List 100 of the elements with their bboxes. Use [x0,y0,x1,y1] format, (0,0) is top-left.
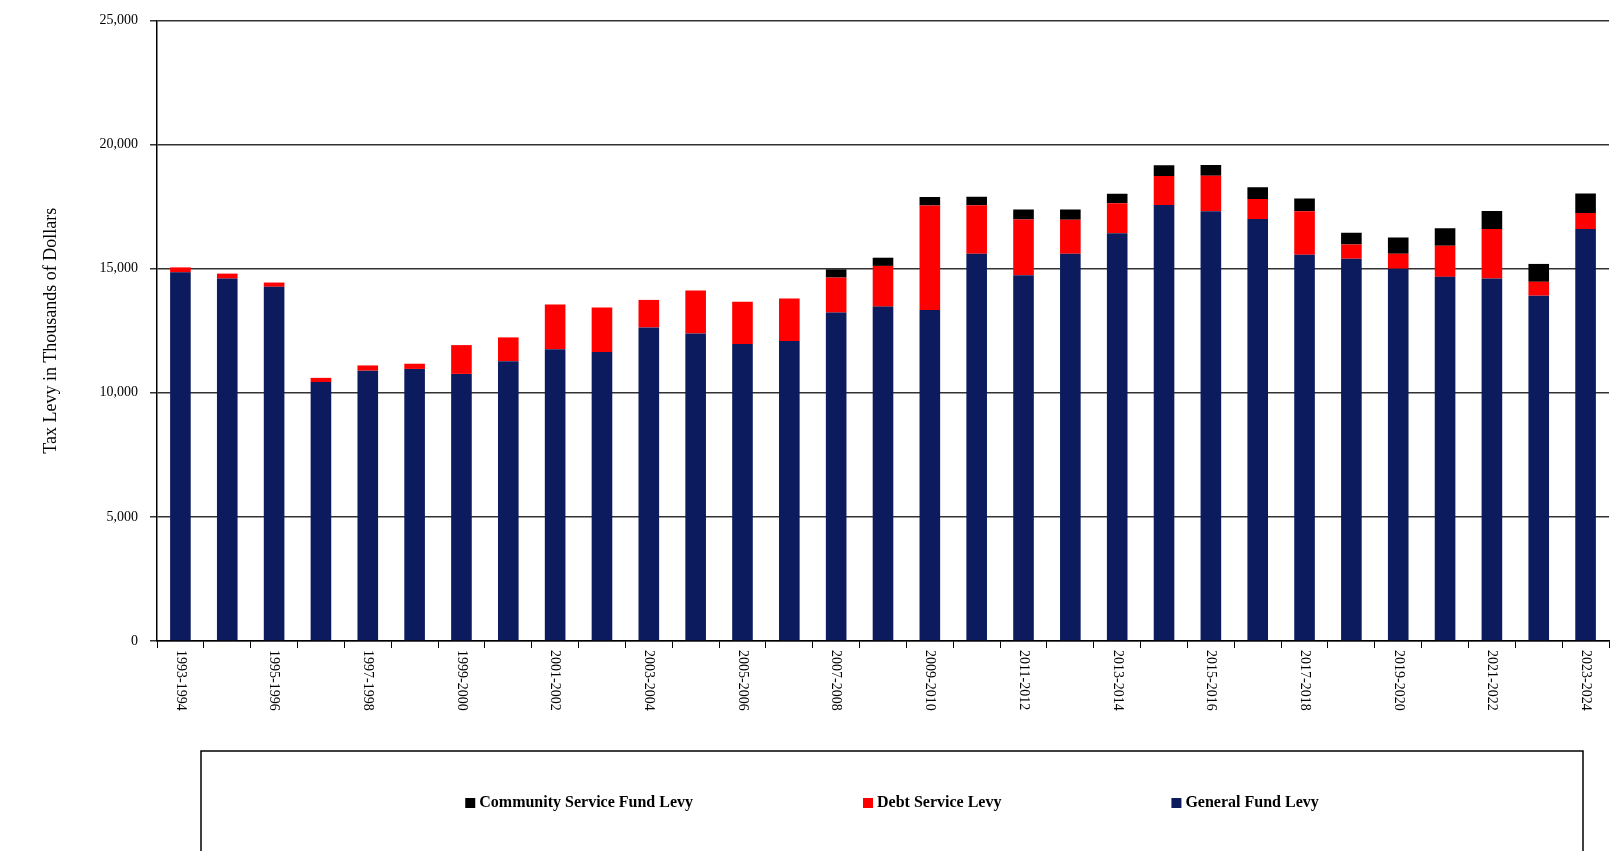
bar [1247,218,1269,641]
bar [966,205,987,254]
y-tick-label: 15,000 [99,260,138,276]
bar [1434,245,1456,277]
bar [825,312,847,641]
bar [310,382,332,641]
bar [872,257,894,266]
bar [1528,295,1550,641]
bar [919,310,941,641]
bar [1481,211,1503,229]
y-tick-label: 0 [131,632,138,648]
bar [1060,253,1081,641]
bar [825,277,847,313]
bar [1200,175,1222,212]
bar [872,265,894,307]
x-tick-label: 2007-2008 [829,650,845,711]
x-tick-label: 2003-2004 [642,650,658,711]
x-tick-label: 2013-2014 [1110,650,1126,711]
bar [1575,193,1596,214]
y-tick-label: 10,000 [99,384,138,400]
x-tick-label: 2023-2024 [1578,650,1594,711]
legend-label: General Fund Levy [1185,793,1319,812]
bar [1106,193,1128,204]
x-tick-label: 2015-2016 [1204,650,1220,711]
bar [685,290,706,334]
bar [451,345,472,374]
bar [497,361,519,641]
bar [1200,211,1222,641]
bar [1387,253,1409,269]
bar [497,337,519,362]
bar [451,373,472,641]
bar [404,363,425,369]
bar [638,327,660,641]
bar [1387,237,1409,254]
x-tick-label: 2005-2006 [735,650,751,711]
bar [591,352,613,641]
bar [1060,209,1081,220]
bar [872,306,894,641]
bar [1153,176,1175,206]
y-tick-label: 20,000 [99,136,138,152]
bar [1294,254,1315,641]
bar [1528,263,1550,282]
bar [1247,187,1269,199]
x-tick-label: 2021-2022 [1485,650,1501,711]
bar [1013,209,1034,220]
bar [1341,244,1362,259]
bar [1060,219,1081,254]
bar [966,253,987,641]
bar [779,298,800,341]
bar [591,307,613,353]
bar [1153,205,1175,641]
bar [263,282,285,287]
bar [1106,233,1128,641]
bar [263,286,285,641]
bar [966,196,987,206]
bar [1341,258,1362,641]
bar [1013,219,1034,276]
bar [732,301,753,345]
bar [170,267,191,273]
y-tick-label: 5,000 [106,508,138,524]
bar [1153,165,1175,177]
bar [544,349,566,641]
x-tick-label: 2009-2010 [923,650,939,711]
bar [404,368,425,641]
x-tick-label: 1995-1996 [267,650,283,711]
bar [1387,268,1409,641]
bar [1106,203,1128,234]
bar [919,196,941,206]
y-axis-title: Tax Levy in Thousands of Dollars [39,207,60,454]
bar [1294,198,1315,212]
bar [1434,228,1456,246]
bar [1481,278,1503,641]
y-tick-label: 25,000 [99,12,138,28]
bar [1528,281,1550,296]
bar [685,333,706,641]
bar [216,278,238,641]
x-tick-label: 1997-1998 [361,650,377,711]
bar [1247,198,1269,219]
legend-label: Community Service Fund Levy [479,793,694,812]
bar [1481,228,1503,279]
bar [779,340,800,641]
x-tick-label: 2001-2002 [548,650,564,711]
bar [1434,276,1456,641]
bar [919,205,941,311]
bar [544,304,566,350]
bar [310,377,332,383]
legend-label: Debt Service Levy [877,793,1002,812]
x-tick-label: 2019-2020 [1391,650,1407,711]
bar [1575,228,1596,641]
x-tick-label: 2017-2018 [1297,650,1313,711]
bar [638,299,660,328]
x-tick-label: 1999-2000 [454,650,470,711]
bar [732,344,753,641]
x-tick-label: 1993-1994 [173,650,189,711]
bar [825,269,847,278]
bar [170,272,191,641]
bar [1200,165,1222,176]
bar [1013,275,1034,641]
bar [1575,213,1596,229]
x-tick-label: 2011-2012 [1016,650,1032,711]
